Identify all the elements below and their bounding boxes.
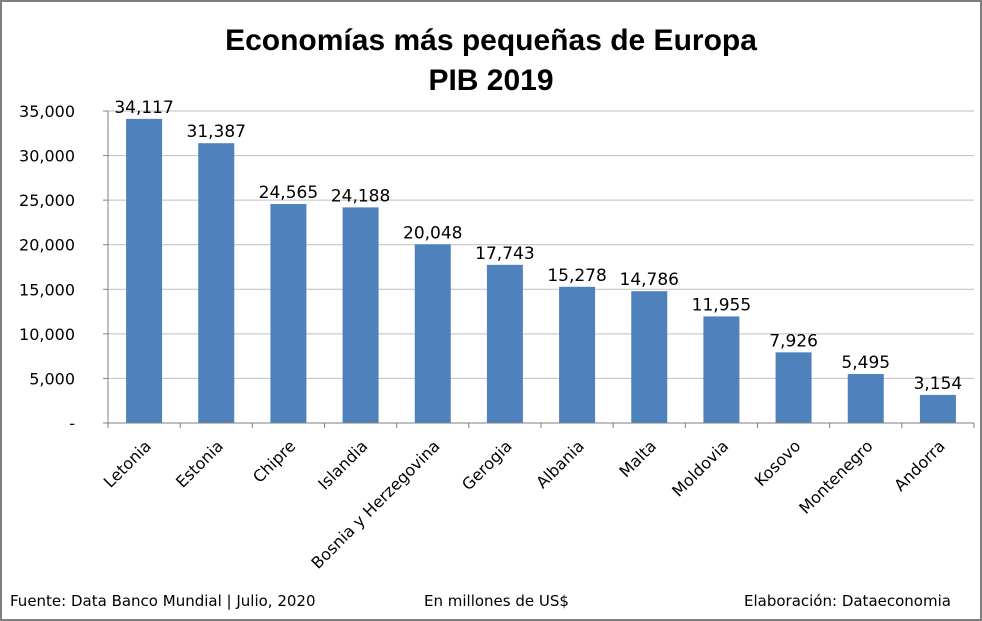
y-tick-label: 35,000 bbox=[19, 102, 75, 121]
bar bbox=[703, 316, 740, 423]
y-tick-label: 20,000 bbox=[19, 236, 75, 255]
credit-note: Elaboración: Dataeconomia bbox=[744, 592, 951, 610]
data-label: 14,786 bbox=[620, 270, 679, 290]
bar bbox=[775, 352, 812, 423]
chart-subtitle: PIB 2019 bbox=[428, 64, 554, 97]
bar bbox=[342, 207, 379, 423]
gridlines bbox=[108, 110, 974, 379]
bar bbox=[919, 394, 956, 423]
chart-title: Economías más pequeñas de Europa bbox=[225, 24, 757, 57]
bar bbox=[486, 264, 523, 423]
data-label: 5,495 bbox=[841, 353, 890, 373]
bar-chart: - 5,000 10,000 15,000 20,000 25,000 30,000 35,0… bbox=[19, 98, 975, 573]
bar bbox=[559, 286, 596, 423]
category-label: Malta bbox=[615, 436, 660, 481]
category-label: Andorra bbox=[890, 436, 948, 494]
data-label: 24,188 bbox=[331, 186, 390, 206]
category-label: Chipre bbox=[249, 436, 299, 486]
category-label: Letonia bbox=[100, 436, 155, 491]
bar bbox=[126, 118, 163, 424]
data-label: 34,117 bbox=[114, 98, 173, 118]
y-tick-label: - bbox=[69, 414, 75, 433]
data-label: 20,048 bbox=[403, 223, 462, 243]
data-label: 15,278 bbox=[547, 266, 606, 286]
category-label: Montenegro bbox=[795, 436, 876, 517]
bar bbox=[198, 143, 235, 423]
y-tick-label: 10,000 bbox=[19, 325, 75, 344]
axes bbox=[103, 110, 975, 428]
data-label: 11,955 bbox=[692, 295, 751, 315]
bars bbox=[126, 118, 956, 424]
data-label: 24,565 bbox=[259, 183, 318, 203]
bar bbox=[847, 374, 884, 423]
data-label: 17,743 bbox=[475, 244, 534, 264]
bar bbox=[631, 291, 668, 423]
category-label: Estonia bbox=[172, 436, 227, 491]
category-label: Moldovia bbox=[668, 436, 732, 500]
source-note: Fuente: Data Banco Mundial | Julio, 2020 bbox=[10, 592, 316, 610]
data-label: 31,387 bbox=[187, 122, 246, 142]
data-label: 3,154 bbox=[914, 374, 963, 394]
y-tick-label: 25,000 bbox=[19, 191, 75, 210]
y-tick-label: 15,000 bbox=[19, 280, 75, 299]
category-label: Albania bbox=[532, 436, 588, 492]
y-tick-label: 5,000 bbox=[29, 369, 75, 388]
category-label: Bosnia y Herzegovina bbox=[307, 436, 443, 572]
bar bbox=[270, 204, 307, 423]
category-label: Islandia bbox=[314, 436, 371, 493]
bar bbox=[414, 244, 451, 423]
y-tick-label: 30,000 bbox=[19, 147, 75, 166]
category-label: Kosovo bbox=[751, 436, 805, 490]
data-label: 7,926 bbox=[769, 331, 818, 351]
category-label: Gerogia bbox=[458, 436, 516, 494]
unit-note: En millones de US$ bbox=[424, 592, 569, 610]
